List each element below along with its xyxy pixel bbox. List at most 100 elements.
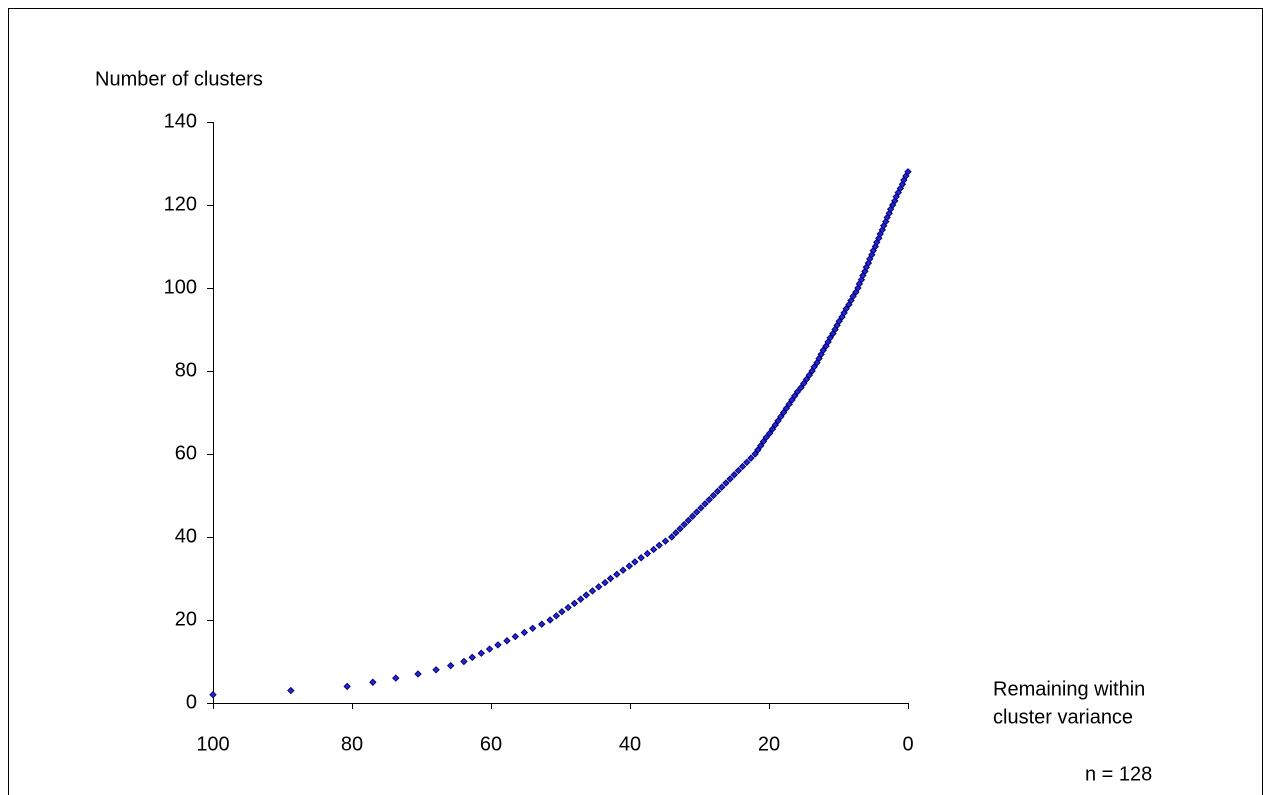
point xyxy=(802,375,811,384)
point xyxy=(576,595,585,603)
y-tick-label: 140 xyxy=(164,110,197,132)
point xyxy=(655,541,663,550)
point xyxy=(494,641,502,649)
point xyxy=(759,437,768,446)
x-tick-label: 0 xyxy=(902,733,913,755)
point xyxy=(688,512,697,520)
annotation: n = 128 xyxy=(1085,763,1152,785)
point xyxy=(762,433,770,442)
point xyxy=(765,429,774,437)
point xyxy=(751,450,759,458)
point xyxy=(649,545,658,554)
point xyxy=(552,612,561,620)
point xyxy=(904,168,912,176)
y-tick-label: 120 xyxy=(164,193,197,215)
x-tick-label: 20 xyxy=(758,733,780,755)
x-tick-label: 80 xyxy=(341,733,363,755)
point xyxy=(738,462,747,471)
point xyxy=(734,466,743,475)
x-axis-label: Remaining within xyxy=(993,678,1145,700)
point xyxy=(582,591,590,599)
y-tick-label: 100 xyxy=(164,276,197,298)
point xyxy=(661,537,670,545)
point xyxy=(392,674,400,682)
point xyxy=(697,504,705,512)
point xyxy=(849,292,857,301)
point xyxy=(625,562,634,570)
point xyxy=(819,346,827,354)
point xyxy=(771,421,779,429)
point xyxy=(558,607,566,616)
point xyxy=(705,495,713,504)
point xyxy=(800,379,808,388)
point xyxy=(785,400,793,408)
point xyxy=(369,678,377,686)
point xyxy=(777,412,785,421)
point xyxy=(564,603,572,612)
point xyxy=(414,670,422,678)
point xyxy=(726,475,734,483)
point xyxy=(842,305,850,313)
point xyxy=(782,404,791,413)
point xyxy=(637,554,645,562)
point xyxy=(503,637,511,645)
point xyxy=(676,524,684,533)
point xyxy=(826,334,834,342)
point xyxy=(485,645,494,653)
y-tick-label: 20 xyxy=(175,608,197,630)
point xyxy=(606,574,615,583)
y-tick-label: 80 xyxy=(175,359,197,381)
point xyxy=(730,471,738,479)
y-axis-label: Number of clusters xyxy=(95,68,263,90)
point xyxy=(768,425,777,433)
point xyxy=(693,508,701,516)
point xyxy=(446,661,455,670)
y-tick-label: 60 xyxy=(175,442,197,464)
point xyxy=(793,388,802,396)
point xyxy=(528,624,537,633)
point xyxy=(477,649,485,657)
point xyxy=(520,628,529,637)
point xyxy=(601,578,609,587)
point xyxy=(619,566,627,574)
point xyxy=(588,587,597,595)
point xyxy=(774,417,782,425)
point xyxy=(797,383,805,392)
point xyxy=(631,558,639,566)
point xyxy=(788,396,796,404)
point xyxy=(672,529,680,537)
point xyxy=(432,666,440,674)
point xyxy=(468,653,476,662)
x-tick-label: 100 xyxy=(196,733,229,755)
point xyxy=(643,549,652,558)
point xyxy=(343,682,351,691)
point xyxy=(810,363,818,371)
point xyxy=(613,570,621,579)
point xyxy=(460,657,468,666)
point xyxy=(209,690,217,699)
y-tick-label: 40 xyxy=(175,525,197,547)
point xyxy=(570,599,579,608)
x-axis-label: cluster variance xyxy=(993,706,1133,728)
point xyxy=(718,483,726,491)
point xyxy=(756,441,765,450)
point xyxy=(791,392,799,400)
point xyxy=(538,620,546,628)
x-tick-label: 60 xyxy=(480,733,502,755)
point xyxy=(511,632,520,641)
point xyxy=(287,686,295,695)
point xyxy=(754,446,762,454)
point xyxy=(779,408,788,417)
y-tick-label: 0 xyxy=(186,691,197,713)
point xyxy=(743,458,751,467)
point xyxy=(701,500,709,508)
point xyxy=(747,454,755,462)
point xyxy=(667,533,676,541)
point xyxy=(709,491,718,500)
point xyxy=(680,520,688,529)
point xyxy=(546,616,554,624)
point xyxy=(835,317,843,325)
point xyxy=(805,371,814,379)
point xyxy=(595,583,603,591)
